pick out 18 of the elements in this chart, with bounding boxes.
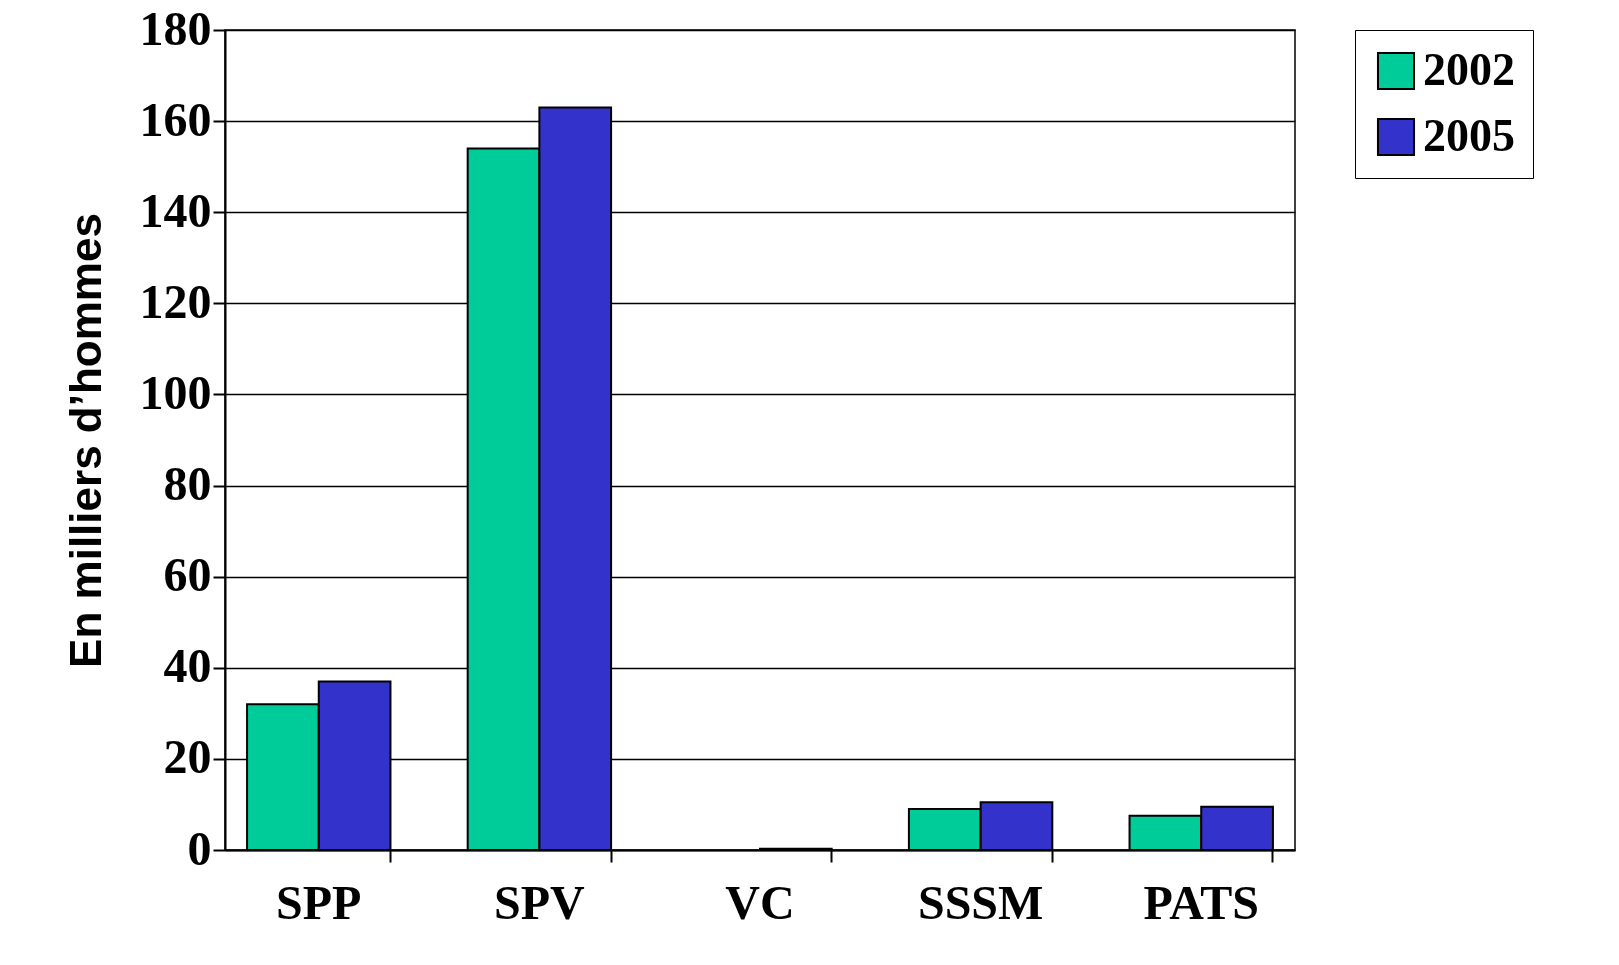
y-tick-label: 100 — [139, 365, 212, 419]
x-tick-label: SPV — [494, 875, 586, 929]
x-tick-label: PATS — [1143, 875, 1260, 929]
legend-label: 2005 — [1423, 110, 1515, 161]
y-tick-label: 160 — [139, 92, 212, 146]
x-tick-label: VC — [725, 875, 795, 929]
y-tick-label: 180 — [139, 1, 212, 55]
y-tick-label: 20 — [163, 730, 212, 784]
legend-label: 2002 — [1423, 44, 1515, 95]
y-tick-label: 40 — [163, 639, 212, 693]
y-tick-label: 60 — [163, 548, 212, 602]
y-tick-label: 0 — [187, 821, 212, 875]
x-tick-label: SPP — [276, 875, 362, 929]
y-tick-label: 140 — [139, 183, 212, 237]
y-tick-label: 120 — [139, 274, 212, 328]
y-axis-title: En milliers d’hommes — [60, 213, 110, 668]
x-tick-label: SSSM — [917, 875, 1044, 929]
y-tick-label: 80 — [163, 457, 212, 511]
